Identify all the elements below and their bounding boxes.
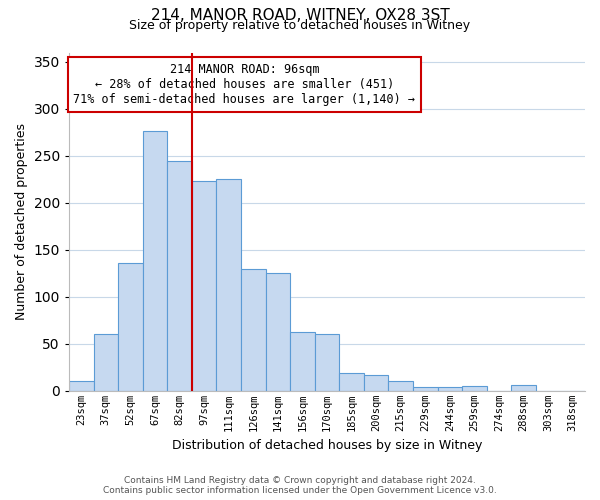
Bar xyxy=(413,387,437,391)
Bar xyxy=(388,382,413,391)
Text: Contains HM Land Registry data © Crown copyright and database right 2024.
Contai: Contains HM Land Registry data © Crown c… xyxy=(103,476,497,495)
Bar xyxy=(241,268,266,391)
Bar xyxy=(143,130,167,391)
Bar xyxy=(217,180,241,391)
Y-axis label: Number of detached properties: Number of detached properties xyxy=(15,123,28,320)
Text: Size of property relative to detached houses in Witney: Size of property relative to detached ho… xyxy=(130,19,470,32)
Bar xyxy=(118,263,143,391)
Bar xyxy=(364,375,388,391)
Text: 214 MANOR ROAD: 96sqm
← 28% of detached houses are smaller (451)
71% of semi-det: 214 MANOR ROAD: 96sqm ← 28% of detached … xyxy=(73,62,415,106)
Bar xyxy=(339,373,364,391)
Bar xyxy=(167,160,192,391)
Bar xyxy=(511,385,536,391)
Text: 214, MANOR ROAD, WITNEY, OX28 3ST: 214, MANOR ROAD, WITNEY, OX28 3ST xyxy=(151,8,449,22)
Bar xyxy=(266,274,290,391)
Bar xyxy=(69,380,94,391)
X-axis label: Distribution of detached houses by size in Witney: Distribution of detached houses by size … xyxy=(172,440,482,452)
Bar xyxy=(290,332,314,391)
Bar xyxy=(437,387,462,391)
Bar xyxy=(314,334,339,391)
Bar xyxy=(94,334,118,391)
Bar xyxy=(192,182,217,391)
Bar xyxy=(462,386,487,391)
